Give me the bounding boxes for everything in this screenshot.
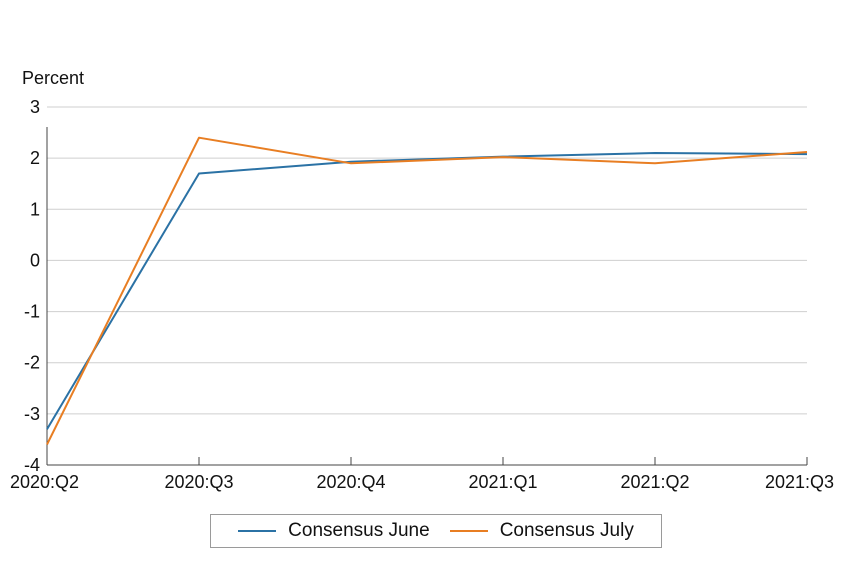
y-tick-label: -1 <box>24 302 40 322</box>
x-tick-label: 2021:Q3 <box>765 472 834 492</box>
legend: Consensus June Consensus July <box>210 514 662 548</box>
x-tick-label: 2020:Q4 <box>316 472 385 492</box>
x-tick-label: 2021:Q1 <box>468 472 537 492</box>
legend-label-june: Consensus June <box>288 520 430 541</box>
y-tick-label: 0 <box>30 250 40 270</box>
x-tick-label: 2021:Q2 <box>620 472 689 492</box>
series-line-consensus-june <box>46 152 808 430</box>
legend-label-july: Consensus July <box>499 520 634 541</box>
legend-item-june: Consensus June <box>238 520 430 542</box>
x-tick-label: 2020:Q2 <box>10 472 79 492</box>
y-tick-label: 3 <box>30 97 40 117</box>
legend-swatch-july <box>449 530 488 532</box>
series-line-consensus-july <box>46 136 808 445</box>
y-tick-label: 1 <box>30 199 40 219</box>
y-tick-label: -4 <box>24 455 40 475</box>
gridlines <box>47 106 807 415</box>
legend-swatch-june <box>238 530 277 532</box>
series-lines <box>46 136 808 445</box>
y-axis-label: Percent <box>22 68 84 88</box>
axes <box>46 127 808 466</box>
x-tick-label: 2020:Q3 <box>164 472 233 492</box>
y-tick-label: 2 <box>30 148 40 168</box>
legend-item-july: Consensus July <box>449 520 634 542</box>
y-tick-label: -2 <box>24 353 40 373</box>
y-tick-label: -3 <box>24 404 40 424</box>
